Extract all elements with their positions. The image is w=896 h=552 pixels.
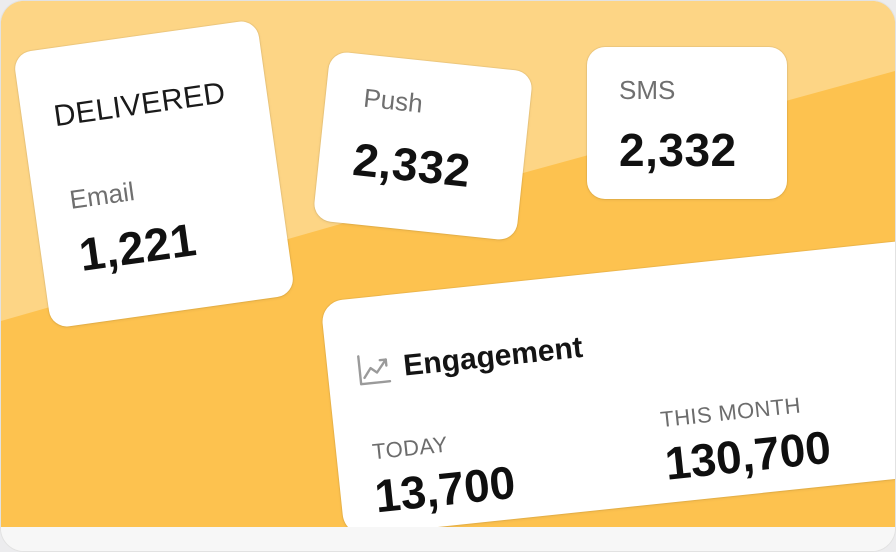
push-card[interactable]: Push 2,332 bbox=[312, 50, 534, 242]
push-label: Push bbox=[362, 82, 425, 119]
delivered-heading: DELIVERED bbox=[51, 76, 228, 134]
footer-strip bbox=[1, 527, 895, 551]
today-value: 13,700 bbox=[372, 455, 518, 523]
sms-label: SMS bbox=[619, 75, 676, 105]
email-label: Email bbox=[67, 176, 137, 215]
hero-background: DELIVERED Email 1,221 Push 2,332 SMS 2,3… bbox=[1, 1, 895, 527]
email-value: 1,221 bbox=[75, 213, 200, 281]
delivered-card[interactable]: DELIVERED Email 1,221 bbox=[12, 19, 296, 329]
today-label: TODAY bbox=[371, 431, 449, 465]
sms-card[interactable]: SMS 2,332 bbox=[587, 47, 787, 199]
push-value: 2,332 bbox=[350, 132, 473, 197]
engagement-title: Engagement bbox=[401, 330, 585, 383]
sms-value: 2,332 bbox=[619, 124, 737, 176]
engagement-card[interactable]: Engagement TODAY 13,700 THIS MONTH 130,7… bbox=[320, 237, 895, 527]
